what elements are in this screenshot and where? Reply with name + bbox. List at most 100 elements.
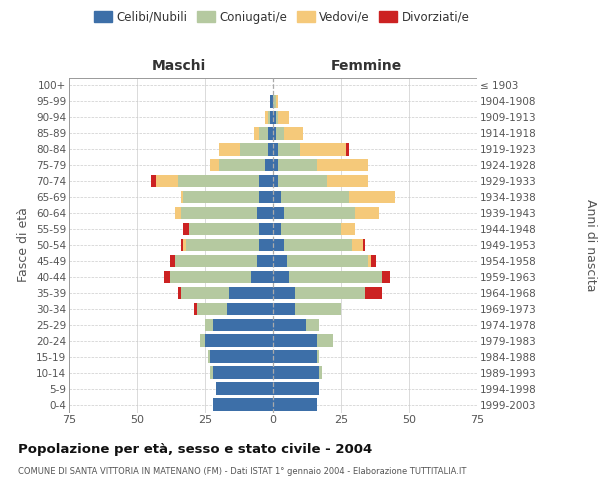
Bar [276, 111, 278, 124]
Bar [213, 366, 273, 379]
Bar [276, 127, 284, 140]
Bar [371, 254, 376, 267]
Bar [278, 111, 289, 124]
Bar [273, 159, 278, 172]
Text: Popolazione per età, sesso e stato civile - 2004: Popolazione per età, sesso e stato civil… [18, 442, 372, 456]
Bar [295, 286, 365, 299]
Bar [156, 175, 178, 188]
Text: Femmine: Femmine [331, 58, 403, 72]
Bar [175, 207, 181, 220]
Bar [273, 334, 317, 347]
Bar [188, 223, 259, 235]
Bar [170, 254, 175, 267]
Bar [218, 159, 265, 172]
Bar [317, 159, 368, 172]
Bar [213, 318, 273, 331]
Bar [265, 159, 273, 172]
Bar [273, 366, 319, 379]
Bar [268, 127, 273, 140]
Bar [319, 366, 322, 379]
Bar [183, 239, 186, 251]
Bar [241, 143, 268, 156]
Bar [349, 191, 395, 203]
Bar [273, 270, 289, 283]
Bar [273, 382, 319, 395]
Bar [273, 127, 276, 140]
Bar [328, 175, 368, 188]
Bar [273, 286, 295, 299]
Bar [284, 239, 352, 251]
Bar [268, 143, 273, 156]
Bar [273, 239, 284, 251]
Bar [284, 127, 303, 140]
Bar [164, 270, 170, 283]
Bar [211, 159, 218, 172]
Bar [273, 254, 287, 267]
Bar [305, 318, 319, 331]
Bar [181, 191, 183, 203]
Bar [273, 143, 278, 156]
Bar [227, 302, 273, 315]
Bar [265, 111, 268, 124]
Bar [273, 207, 284, 220]
Y-axis label: Fasce di età: Fasce di età [17, 208, 31, 282]
Bar [284, 207, 355, 220]
Bar [273, 302, 295, 315]
Bar [295, 302, 341, 315]
Bar [254, 127, 259, 140]
Bar [368, 254, 371, 267]
Bar [216, 382, 273, 395]
Bar [352, 239, 363, 251]
Bar [341, 223, 355, 235]
Bar [178, 175, 259, 188]
Text: COMUNE DI SANTA VITTORIA IN MATENANO (FM) - Dati ISTAT 1° gennaio 2004 - Elabora: COMUNE DI SANTA VITTORIA IN MATENANO (FM… [18, 468, 466, 476]
Bar [259, 223, 273, 235]
Bar [183, 223, 188, 235]
Bar [211, 366, 213, 379]
Text: Maschi: Maschi [152, 58, 206, 72]
Bar [273, 111, 276, 124]
Bar [346, 143, 349, 156]
Bar [287, 254, 368, 267]
Bar [213, 398, 273, 410]
Bar [181, 239, 183, 251]
Bar [273, 95, 276, 108]
Bar [257, 207, 273, 220]
Bar [186, 239, 259, 251]
Bar [197, 302, 227, 315]
Bar [355, 207, 379, 220]
Bar [382, 270, 390, 283]
Bar [205, 318, 213, 331]
Bar [151, 175, 156, 188]
Bar [181, 207, 257, 220]
Bar [170, 270, 251, 283]
Bar [251, 270, 273, 283]
Bar [289, 270, 382, 283]
Bar [281, 191, 349, 203]
Bar [178, 286, 181, 299]
Bar [175, 254, 257, 267]
Bar [194, 302, 197, 315]
Bar [200, 334, 205, 347]
Bar [259, 127, 268, 140]
Bar [181, 286, 229, 299]
Bar [317, 350, 319, 363]
Bar [270, 95, 273, 108]
Bar [273, 318, 305, 331]
Bar [278, 143, 300, 156]
Bar [259, 191, 273, 203]
Bar [278, 175, 328, 188]
Bar [257, 254, 273, 267]
Bar [273, 350, 317, 363]
Bar [183, 191, 259, 203]
Bar [205, 334, 273, 347]
Bar [259, 239, 273, 251]
Text: Anni di nascita: Anni di nascita [584, 198, 597, 291]
Bar [270, 111, 273, 124]
Bar [273, 223, 281, 235]
Bar [273, 398, 317, 410]
Bar [229, 286, 273, 299]
Bar [365, 286, 382, 299]
Bar [276, 95, 278, 108]
Bar [208, 350, 211, 363]
